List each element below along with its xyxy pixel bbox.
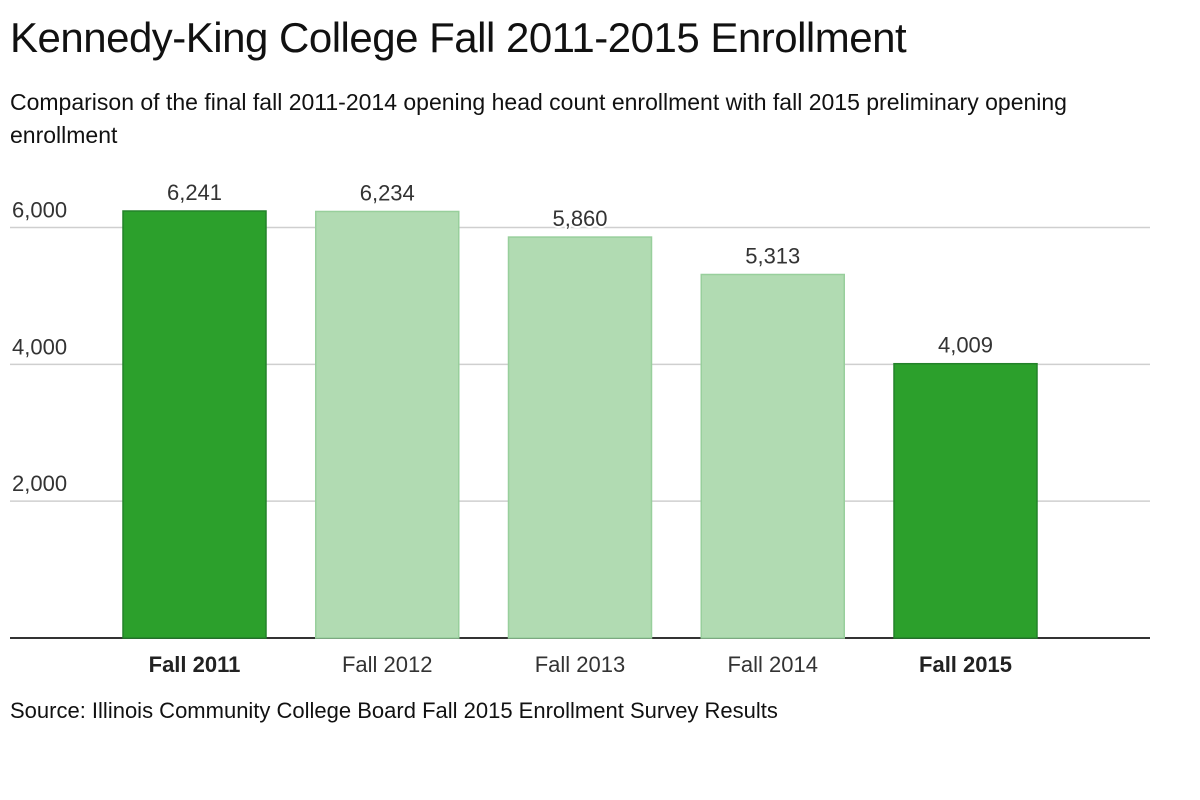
- x-category-label: Fall 2011: [149, 652, 241, 677]
- bar: [700, 273, 845, 639]
- bar: [315, 210, 460, 639]
- bar: [122, 210, 267, 639]
- y-tick-label: 6,000: [12, 197, 67, 222]
- x-category-label: Fall 2012: [342, 652, 433, 677]
- x-category-label: Fall 2013: [535, 652, 626, 677]
- bars: [122, 210, 1038, 639]
- labels: 2,000 4,000 6,000 6,241 Fall 2011 6,234 Fall 2…: [12, 178, 1012, 677]
- bar-value-label: 6,234: [360, 180, 415, 205]
- chart-subtitle: Comparison of the final fall 2011-2014 o…: [10, 89, 1067, 148]
- chart-title: Kennedy-King College Fall 2011-2015 Enro…: [10, 14, 907, 61]
- bar-value-label: 5,860: [552, 206, 607, 231]
- x-category-label: Fall 2014: [727, 652, 818, 677]
- bar: [893, 362, 1038, 639]
- x-category-label: Fall 2015: [919, 652, 1012, 677]
- bar-value-label: 5,313: [745, 243, 800, 268]
- bar-value-label: 4,009: [938, 333, 993, 358]
- y-tick-label: 4,000: [12, 334, 67, 359]
- source-note: Source: Illinois Community College Board…: [10, 698, 778, 723]
- y-tick-label: 2,000: [12, 471, 67, 496]
- bar: [507, 236, 653, 639]
- bar-value-label: 6,241: [167, 180, 222, 205]
